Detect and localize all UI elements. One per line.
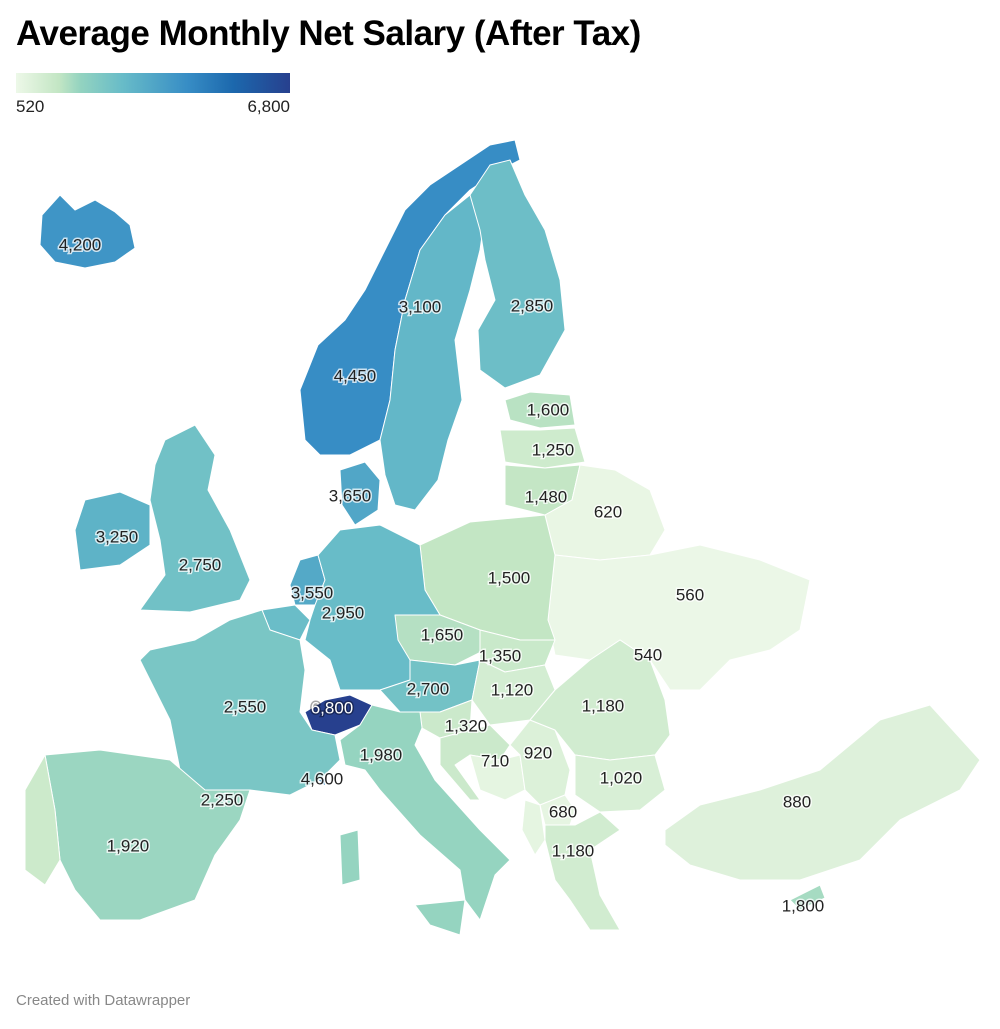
- value-label-italy: 1,980: [360, 745, 403, 764]
- value-label-denmark: 3,650: [329, 486, 372, 505]
- region-monaco[interactable]: [317, 777, 327, 787]
- region-sweden[interactable]: [379, 194, 486, 511]
- value-label-netherlands: 3,550: [291, 583, 334, 602]
- value-label-serbia: 920: [524, 743, 552, 762]
- region-sardinia[interactable]: [339, 829, 361, 886]
- region-turkey[interactable]: [664, 704, 981, 881]
- region-iceland[interactable]: [39, 194, 136, 269]
- region-denmark[interactable]: [339, 461, 381, 526]
- value-label-moldova: 540: [634, 645, 662, 664]
- value-label-czechia: 1,650: [421, 625, 464, 644]
- value-label-france: 2,550: [224, 697, 267, 716]
- region-macedonia[interactable]: [539, 794, 576, 826]
- region-portugal[interactable]: [24, 754, 61, 886]
- value-label-uk: 2,750: [179, 555, 222, 574]
- value-label-finland: 2,850: [511, 296, 554, 315]
- value-label-monaco: 4,600: [301, 769, 344, 788]
- value-label-ukraine: 560: [676, 585, 704, 604]
- value-label-sweden: 3,100: [399, 297, 442, 316]
- value-label-bulgaria: 1,020: [600, 768, 643, 787]
- region-finland[interactable]: [469, 159, 566, 389]
- value-label-austria: 2,700: [407, 679, 450, 698]
- region-ukraine[interactable]: [547, 544, 811, 691]
- value-label-bosnia: 710: [481, 751, 509, 770]
- region-andorra[interactable]: [214, 792, 229, 805]
- region-spain[interactable]: [44, 749, 251, 921]
- value-label-slovakia: 1,350: [479, 646, 522, 665]
- value-label-estonia: 1,600: [527, 400, 570, 419]
- value-label-andorra: 2,250: [201, 790, 244, 809]
- region-greece[interactable]: [544, 811, 621, 931]
- value-label-spain: 1,920: [107, 836, 150, 855]
- value-label-romania: 1,180: [582, 696, 625, 715]
- value-label-latvia: 1,250: [532, 440, 575, 459]
- value-label-hungary: 1,120: [491, 680, 534, 699]
- region-latvia[interactable]: [499, 427, 586, 469]
- value-label-belarus: 620: [594, 502, 622, 521]
- region-albania[interactable]: [521, 799, 546, 856]
- region-uk[interactable]: [139, 424, 251, 613]
- region-italy[interactable]: [339, 704, 511, 921]
- region-cyprus[interactable]: [789, 884, 826, 911]
- credit-link[interactable]: Created with Datawrapper: [16, 992, 191, 1009]
- value-label-ireland: 3,250: [96, 527, 139, 546]
- value-label-slovenia: 1,320: [445, 716, 488, 735]
- color-legend-bar: [16, 73, 290, 93]
- region-czechia[interactable]: [394, 614, 486, 666]
- value-label-iceland: 4,200: [59, 235, 102, 254]
- region-estonia[interactable]: [504, 391, 576, 429]
- value-label-switzerland: 6,800: [311, 698, 354, 717]
- value-label-poland: 1,500: [488, 568, 531, 587]
- value-label-lithuania: 1,480: [525, 487, 568, 506]
- region-hungary[interactable]: [471, 659, 556, 726]
- region-ireland[interactable]: [74, 491, 151, 571]
- value-label-germany: 2,950: [322, 603, 365, 622]
- value-label-cyprus: 1,800: [782, 896, 825, 915]
- legend-max-label: 6,800: [247, 97, 290, 116]
- region-bulgaria[interactable]: [574, 754, 666, 813]
- value-label-greece: 1,180: [552, 841, 595, 860]
- value-label-macedonia: 680: [549, 802, 577, 821]
- chart-title: Average Monthly Net Salary (After Tax): [16, 14, 641, 53]
- value-label-norway: 4,450: [334, 366, 377, 385]
- legend-min-label: 520: [16, 97, 45, 116]
- region-sicily[interactable]: [414, 899, 466, 936]
- region-romania[interactable]: [529, 639, 671, 761]
- value-label-turkey: 880: [783, 792, 811, 811]
